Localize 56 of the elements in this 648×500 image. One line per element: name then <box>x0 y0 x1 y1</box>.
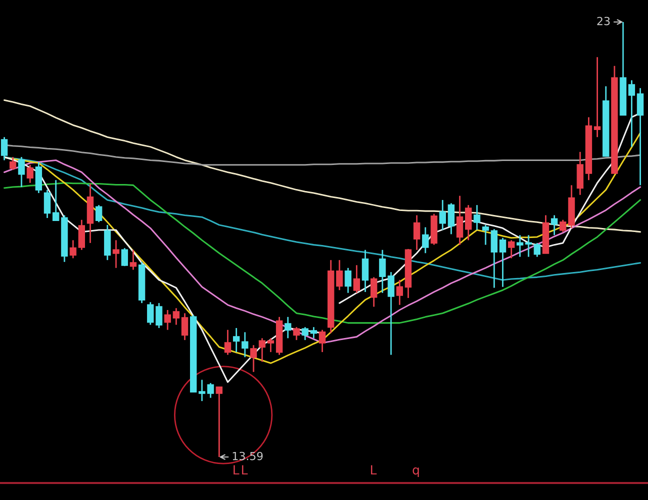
candlestick <box>370 276 378 308</box>
candlestick <box>336 259 343 291</box>
candlestick <box>534 242 540 258</box>
candlestick <box>508 240 515 259</box>
candlestick <box>576 151 584 196</box>
candlestick <box>242 331 248 358</box>
candlestick <box>302 326 308 341</box>
candlestick <box>636 87 644 186</box>
candlestick <box>482 224 489 246</box>
candlestick <box>550 214 558 236</box>
candlestick <box>10 156 16 171</box>
candlestick <box>474 204 480 231</box>
candlestick <box>224 329 232 356</box>
candlestick <box>413 214 420 251</box>
candlestick <box>353 264 360 294</box>
candlestick <box>344 267 352 294</box>
text: L <box>234 465 240 474</box>
text: L <box>370 465 377 474</box>
candlestick <box>362 249 369 293</box>
candlestick <box>172 307 180 326</box>
text: L <box>242 465 248 474</box>
candlestick <box>35 161 42 194</box>
candlestick <box>121 247 128 267</box>
candlestick <box>130 249 137 270</box>
candlestick <box>318 329 326 353</box>
candlestick <box>112 240 120 269</box>
candlestick <box>52 179 60 222</box>
candlestick <box>78 219 86 251</box>
candlestick <box>422 226 429 254</box>
candlestick <box>250 344 257 373</box>
candlestick <box>490 228 498 289</box>
candlestick <box>258 338 266 362</box>
annotation: 23 <box>597 16 610 26</box>
candlestick <box>18 156 25 188</box>
candlestick <box>26 164 34 184</box>
candlestick <box>216 386 223 458</box>
text: q <box>412 467 419 477</box>
candlestick <box>284 316 292 339</box>
candlestick <box>0 136 8 161</box>
candlestick <box>44 189 51 219</box>
candlestick <box>465 204 472 241</box>
candlestick <box>181 312 188 341</box>
candlestick <box>456 195 464 246</box>
candlestick <box>439 199 446 231</box>
candlestick <box>448 202 455 235</box>
candlestick <box>310 326 318 339</box>
candlestick <box>594 56 601 138</box>
candlestick <box>95 204 102 223</box>
candlestick <box>293 326 300 341</box>
candlestick <box>628 80 636 148</box>
candlestick <box>396 279 403 306</box>
candlestick <box>164 309 171 331</box>
candlestick <box>267 338 274 353</box>
candlestick <box>232 327 240 353</box>
candlestick <box>70 240 76 259</box>
candlestick <box>499 237 506 288</box>
